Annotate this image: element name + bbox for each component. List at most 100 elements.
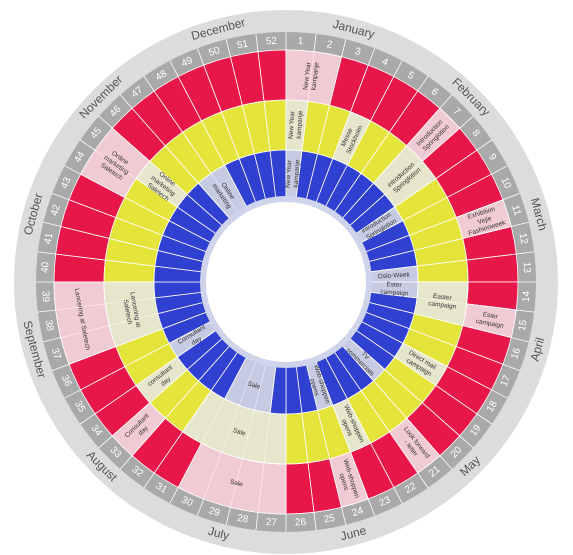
event-label: New Year kampanje: [284, 158, 301, 189]
week-tick: [52, 363, 70, 372]
week-number: 35: [72, 399, 87, 415]
week-number: 16: [509, 346, 523, 360]
week-number: 48: [154, 68, 170, 83]
week-tick: [37, 251, 56, 255]
week-tick: [64, 389, 81, 399]
week-tick: [98, 115, 113, 129]
week-number: 39: [39, 291, 51, 303]
week-tick: [516, 309, 535, 313]
week-number: 36: [59, 374, 74, 389]
week-divider: [109, 313, 158, 326]
event-label: Ester campaign: [378, 280, 409, 297]
week-number: 44: [72, 149, 87, 165]
week-tick: [313, 33, 317, 52]
week-tick: [64, 165, 81, 175]
week-number: 49: [180, 55, 195, 70]
week-tick: [417, 76, 429, 92]
week-tick: [439, 455, 453, 470]
week-tick: [119, 455, 133, 470]
week-number: 42: [49, 203, 63, 217]
week-tick: [491, 389, 508, 399]
week-divider: [263, 413, 271, 463]
week-number: 14: [521, 290, 533, 302]
week-tick: [80, 139, 96, 151]
week-tick: [367, 498, 376, 516]
week-divider: [203, 452, 222, 500]
week-number: 15: [517, 319, 530, 332]
week-number: 52: [266, 36, 278, 48]
week-tick: [393, 487, 403, 504]
week-number: 13: [521, 262, 533, 274]
week-tick: [341, 507, 347, 525]
week-number: 38: [42, 319, 55, 332]
week-tick: [143, 76, 155, 92]
week-number: 8: [470, 128, 482, 140]
week-number: 22: [403, 481, 419, 496]
week-divider: [94, 149, 137, 179]
week-tick: [511, 337, 529, 343]
week-divider: [417, 297, 467, 305]
week-number: 28: [236, 513, 249, 526]
event-label: Sale: [229, 478, 244, 488]
week-divider: [221, 405, 240, 453]
week-number: 18: [485, 399, 500, 415]
week-tick: [459, 435, 474, 449]
week-number: 5: [405, 70, 416, 83]
week-tick: [417, 472, 429, 488]
week-number: 29: [207, 505, 221, 519]
week-tick: [169, 60, 179, 77]
week-number: 51: [236, 39, 249, 52]
week-number: 40: [40, 261, 52, 273]
week-divider: [210, 173, 239, 214]
week-tick: [196, 498, 205, 516]
week-tick: [196, 48, 205, 66]
week-number: 3: [353, 46, 362, 58]
week-tick: [502, 363, 520, 372]
week-divider: [105, 297, 155, 305]
week-number: 12: [517, 232, 530, 245]
week-tick: [502, 192, 520, 201]
month-label: July: [207, 524, 231, 543]
center-hole: [206, 202, 366, 362]
event-label: Sale: [232, 427, 247, 438]
week-number: 50: [207, 45, 221, 59]
week-tick: [516, 251, 535, 255]
week-tick: [169, 487, 179, 504]
event-label: Oslo-Week: [378, 271, 411, 280]
week-number: 23: [378, 494, 393, 509]
week-tick: [119, 94, 133, 109]
week-tick: [80, 413, 96, 425]
week-number: 27: [266, 517, 278, 529]
week-tick: [143, 472, 155, 488]
week-number: 31: [154, 481, 170, 496]
week-tick: [225, 39, 231, 57]
event-label: New Year kampanje: [287, 110, 304, 141]
week-number: 26: [295, 517, 307, 529]
week-tick: [43, 221, 61, 227]
week-number: 24: [351, 505, 365, 519]
week-divider: [242, 410, 255, 459]
week-tick: [37, 309, 56, 313]
week-number: 4: [380, 56, 390, 68]
week-number: 11: [509, 204, 523, 218]
week-number: 25: [323, 513, 336, 526]
week-divider: [257, 462, 265, 513]
week-divider: [384, 161, 423, 195]
week-divider: [238, 360, 257, 406]
week-number: 1: [297, 36, 304, 47]
week-tick: [255, 512, 259, 531]
week-tick: [225, 507, 231, 525]
week-divider: [230, 458, 243, 508]
week-number: 9: [486, 152, 499, 163]
week-tick: [43, 337, 61, 343]
week-tick: [459, 115, 474, 129]
month-label: April: [527, 336, 547, 363]
week-number: 41: [43, 232, 56, 245]
week-tick: [393, 60, 403, 77]
week-divider: [254, 363, 267, 411]
week-tick: [341, 39, 347, 57]
week-number: 17: [499, 373, 514, 388]
week-tick: [313, 512, 317, 531]
event-label: Easter campaign: [426, 292, 458, 311]
week-number: 6: [429, 86, 441, 98]
